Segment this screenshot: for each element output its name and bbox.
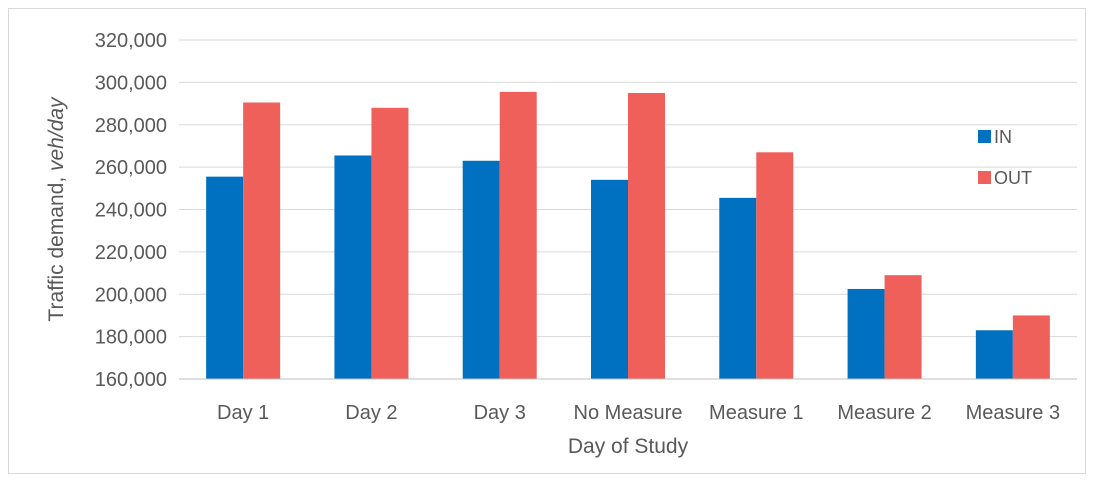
bar-in	[334, 155, 372, 379]
legend: IN OUT	[978, 127, 1032, 188]
y-axis-title-main: Traffic demand,	[45, 171, 68, 322]
x-tick-label: No Measure	[574, 402, 683, 424]
y-axis-title: Traffic demand, veh/day	[45, 96, 68, 322]
y-tick-label: 180,000	[95, 327, 167, 349]
x-tick-label: Measure 1	[709, 402, 804, 424]
bars	[206, 91, 1050, 380]
y-tick-label: 160,000	[95, 369, 167, 391]
x-tick-label: Day 2	[345, 402, 397, 424]
legend-label-out: OUT	[994, 168, 1032, 188]
x-tick-label: Measure 3	[966, 402, 1061, 424]
x-axis-tick-labels: Day 1 Day 2 Day 3 No Measure Measure 1 Measur…	[217, 402, 1060, 424]
x-tick-label: Day 3	[474, 402, 526, 424]
y-axis-title-unit: veh/day	[45, 96, 68, 171]
bar-out	[628, 92, 665, 379]
chart-frame: 160,000 180,000 200,000 220,000 240,000 260,0…	[8, 8, 1086, 474]
bar-in	[975, 330, 1013, 379]
legend-swatch-in	[978, 130, 991, 143]
bar-in	[719, 197, 757, 379]
y-tick-label: 220,000	[95, 242, 167, 264]
bar-out	[1012, 315, 1050, 379]
y-tick-label: 240,000	[95, 200, 167, 222]
y-tick-label: 320,000	[95, 30, 167, 52]
x-axis-title: Day of Study	[568, 435, 689, 458]
x-tick-label: Measure 2	[837, 402, 932, 424]
y-tick-label: 200,000	[95, 284, 167, 306]
x-tick-label: Day 1	[217, 402, 269, 424]
y-tick-label: 260,000	[95, 157, 167, 179]
bar-out	[756, 152, 794, 379]
y-tick-label: 280,000	[95, 115, 167, 137]
bar-out	[243, 102, 281, 380]
bar-in	[591, 179, 628, 379]
legend-label-in: IN	[994, 127, 1012, 147]
bar-out	[371, 107, 409, 380]
bar-out	[884, 275, 922, 379]
legend-swatch-out	[978, 171, 991, 184]
y-tick-label: 300,000	[95, 72, 167, 94]
y-axis-tick-labels: 160,000 180,000 200,000 220,000 240,000 260,0…	[95, 30, 167, 391]
bar-in	[462, 160, 500, 379]
bar-out	[499, 91, 537, 380]
bar-in	[206, 176, 244, 379]
bar-in	[847, 288, 885, 379]
